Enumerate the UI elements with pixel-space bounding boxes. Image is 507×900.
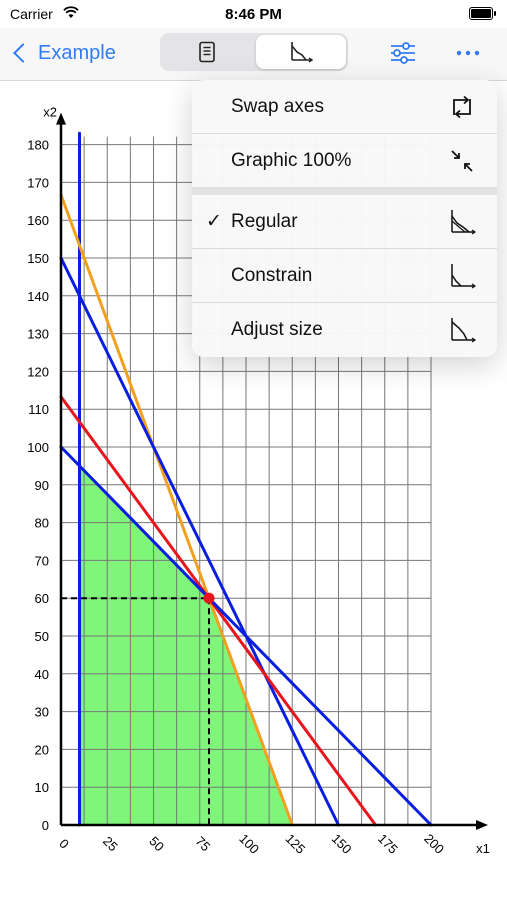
y-tick-label: 150 (27, 251, 49, 266)
menu-item-regular[interactable]: ✓ Regular (192, 195, 497, 248)
x-tick-label: 175 (375, 831, 401, 857)
y-tick-label: 60 (35, 591, 49, 606)
menu-separator (192, 248, 497, 249)
chevron-left-icon (13, 43, 33, 63)
graph-icon (291, 42, 314, 63)
y-tick-label: 80 (35, 516, 49, 531)
x-tick-label: 25 (100, 833, 121, 854)
graph-adjust-icon (451, 318, 477, 343)
checkmark-icon: ✓ (206, 211, 222, 232)
menu-separator (192, 302, 497, 303)
feasible-region (79, 465, 293, 825)
menu-item-label: Regular (231, 210, 298, 232)
constraint-line-4 (59, 395, 377, 827)
sliders-icon (391, 42, 415, 64)
view-segmented-control (160, 33, 348, 71)
y-tick-label: 20 (35, 742, 49, 757)
graph-regular-icon (451, 210, 477, 235)
y-tick-label: 50 (35, 629, 49, 644)
menu-separator (192, 133, 497, 134)
y-tick-label: 140 (27, 289, 49, 304)
menu-item-adjust-size[interactable]: Adjust size (192, 303, 497, 356)
menu-item-swap-axes[interactable]: Swap axes (192, 80, 497, 133)
battery-icon (469, 7, 496, 20)
x-tick-label: 125 (282, 831, 308, 857)
constraint-line-3 (59, 256, 340, 827)
y-tick-label: 40 (35, 667, 49, 682)
y-tick-label: 0 (42, 818, 49, 833)
x-tick-label: 75 (193, 833, 214, 854)
document-icon (199, 41, 215, 63)
graph-options-menu: Swap axes Graphic 100% ✓ Regular Con (192, 80, 497, 357)
menu-group-divider (192, 187, 497, 195)
clock: 8:46 PM (225, 6, 282, 23)
graph-constrain-icon (451, 264, 477, 289)
x-axis-arrow (476, 820, 488, 830)
menu-item-constrain[interactable]: Constrain (192, 249, 497, 302)
segment-document[interactable] (162, 35, 252, 69)
y-tick-label: 180 (27, 138, 49, 153)
status-bar: Carrier 8:46 PM (0, 0, 507, 28)
x-tick-label: 150 (329, 831, 355, 857)
ellipsis-icon (456, 50, 480, 56)
y-axis-label: x2 (43, 105, 57, 120)
y-tick-label: 170 (27, 175, 49, 190)
settings-sliders-button[interactable] (388, 38, 418, 68)
menu-item-graphic-100[interactable]: Graphic 100% (192, 134, 497, 187)
wifi-icon (63, 6, 79, 18)
more-button[interactable] (453, 38, 483, 68)
menu-item-label: Constrain (231, 264, 313, 286)
x-tick-label: 100 (236, 831, 262, 857)
back-button[interactable]: Example (12, 38, 116, 68)
y-tick-label: 100 (27, 440, 49, 455)
x-tick-label: 200 (421, 831, 447, 857)
constraint-line-5 (59, 445, 433, 827)
constraint-line-2 (59, 193, 294, 827)
x-tick-label: 0 (56, 836, 72, 852)
menu-item-label: Graphic 100% (231, 149, 352, 171)
swap-axes-icon (453, 95, 471, 119)
y-tick-label: 90 (35, 478, 49, 493)
x-axis-label: x1 (476, 841, 490, 856)
segment-graph[interactable] (256, 35, 346, 69)
carrier-label: Carrier (10, 6, 53, 22)
y-tick-label: 30 (35, 705, 49, 720)
menu-item-label: Adjust size (231, 318, 323, 340)
x-tick-label: 50 (146, 833, 167, 854)
y-tick-label: 110 (28, 402, 49, 417)
y-axis-arrow (56, 112, 66, 125)
y-tick-label: 10 (35, 780, 49, 795)
y-tick-label: 130 (27, 327, 49, 342)
navigation-bar: Example (0, 28, 507, 81)
back-label: Example (38, 41, 116, 64)
y-tick-label: 120 (27, 364, 49, 379)
graph-canvas[interactable]: x2 x1 0 10 20 30 40 50 60 70 80 90 100 110 120 130 140 15… (0, 80, 507, 900)
optimum-point (203, 592, 215, 604)
menu-item-label: Swap axes (231, 95, 324, 117)
y-tick-label: 160 (27, 213, 49, 228)
collapse-arrows-icon (451, 150, 473, 172)
y-tick-label: 70 (35, 553, 49, 568)
